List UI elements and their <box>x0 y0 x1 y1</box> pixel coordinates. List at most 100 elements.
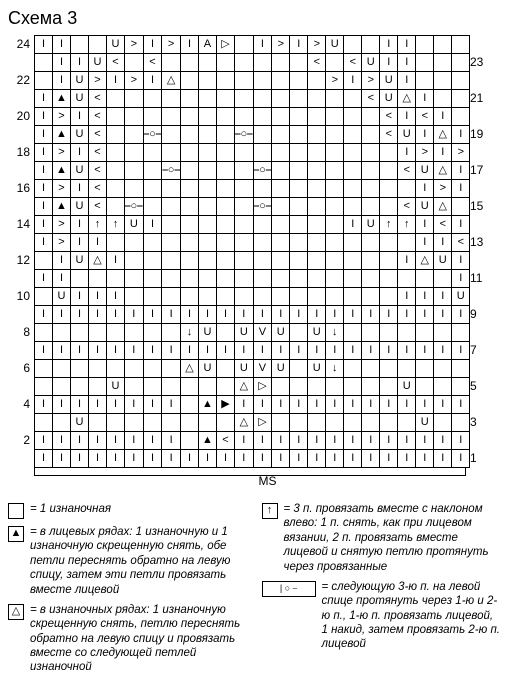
chart-cell <box>35 72 53 90</box>
chart-cell <box>434 72 452 90</box>
chart-cell: I <box>107 288 125 306</box>
chart-cell <box>290 270 308 288</box>
chart-cell <box>362 252 380 270</box>
chart-cell <box>234 198 253 216</box>
chart-cell: U <box>53 288 71 306</box>
chart-cell: I <box>35 144 53 162</box>
chart-cell: I <box>71 432 89 450</box>
chart-cell <box>452 54 470 72</box>
chart-cell: I <box>326 396 344 414</box>
chart-cell: I <box>71 396 89 414</box>
chart-cell: I <box>198 306 216 324</box>
chart-cell <box>198 162 216 180</box>
chart-cell: I <box>71 450 89 468</box>
chart-cell: U <box>380 90 398 108</box>
chart-cell: I <box>89 306 107 324</box>
chart-cell <box>89 36 107 54</box>
chart-cell <box>180 126 198 144</box>
chart-cell: ▷ <box>216 36 234 54</box>
chart-cell: I <box>398 108 416 126</box>
chart-cell: I <box>416 234 434 252</box>
chart-cell: < <box>89 162 107 180</box>
chart-cell <box>198 288 216 306</box>
chart-cell <box>234 288 253 306</box>
chart-cell: U <box>71 162 89 180</box>
chart-cell: I <box>71 234 89 252</box>
chart-cell <box>253 108 272 126</box>
chart-cell: U <box>71 90 89 108</box>
chart-cell <box>125 414 144 432</box>
row-label-right: 3 <box>470 415 492 429</box>
chart-cell: V <box>253 324 272 342</box>
chart-cell <box>272 234 290 252</box>
chart-cell <box>380 288 398 306</box>
chart-cell <box>253 234 272 252</box>
chart-cell: I <box>162 342 181 360</box>
chart-cell: I <box>344 396 362 414</box>
chart-cell <box>452 198 470 216</box>
chart-cell <box>216 180 234 198</box>
chart-cell: U <box>308 360 326 378</box>
chart-cell <box>198 198 216 216</box>
chart-cell <box>272 252 290 270</box>
chart-cell <box>107 360 125 378</box>
chart-cell: I <box>35 108 53 126</box>
chart-cell: I <box>89 288 107 306</box>
chart-cell <box>234 54 253 72</box>
chart-cell: △ <box>434 198 452 216</box>
chart-cell: I <box>326 450 344 468</box>
chart-cell: I <box>308 450 326 468</box>
chart-cell: I <box>434 306 452 324</box>
chart-cell: I <box>434 396 452 414</box>
chart-cell <box>253 54 272 72</box>
chart-cell: ↓ <box>326 360 344 378</box>
chart-cell: I <box>143 432 162 450</box>
legend-right-col: ↑= 3 п. провязать вместе с наклоном влев… <box>262 502 502 681</box>
chart-cell: ▷ <box>253 378 272 396</box>
chart-cell: I <box>434 144 452 162</box>
chart-cell <box>53 414 71 432</box>
chart-cell <box>198 378 216 396</box>
chart-cell: I <box>416 450 434 468</box>
chart-cell: I <box>162 450 181 468</box>
chart-cell <box>326 378 344 396</box>
chart-cell <box>180 54 198 72</box>
chart-cell: I <box>452 252 470 270</box>
chart-cell: I <box>380 306 398 324</box>
chart-cell <box>452 360 470 378</box>
chart-cell: I <box>89 432 107 450</box>
chart-cell <box>198 108 216 126</box>
chart-cell <box>180 270 198 288</box>
chart-cell: > <box>272 36 290 54</box>
chart-cell: I <box>452 306 470 324</box>
row-label-left: 6 <box>8 361 30 375</box>
chart-cell <box>162 108 181 126</box>
chart-cell <box>125 108 144 126</box>
chart-cell <box>362 162 380 180</box>
chart-cell <box>35 288 53 306</box>
chart-cell <box>416 270 434 288</box>
chart-cell <box>71 324 89 342</box>
chart-cell <box>234 252 253 270</box>
chart-cell: I <box>308 306 326 324</box>
chart-cell <box>234 108 253 126</box>
chart-cell <box>326 216 344 234</box>
chart-cell <box>362 180 380 198</box>
chart-cell <box>125 270 144 288</box>
chart-cell: I <box>362 432 380 450</box>
chart-cell <box>398 414 416 432</box>
chart-cell <box>290 108 308 126</box>
chart-cell <box>35 378 53 396</box>
chart-cell <box>326 252 344 270</box>
chart-cell <box>216 252 234 270</box>
chart-cell: < <box>308 54 326 72</box>
chart-cell: I <box>35 162 53 180</box>
chart-cell: I <box>416 126 434 144</box>
chart-cell: ⎯○⎯ <box>143 126 162 144</box>
ms-label: MS <box>34 474 501 488</box>
chart-cell: △ <box>434 162 452 180</box>
chart-cell: I <box>434 432 452 450</box>
chart-cell: U <box>308 324 326 342</box>
chart-cell: U <box>71 198 89 216</box>
chart-cell: < <box>416 108 434 126</box>
